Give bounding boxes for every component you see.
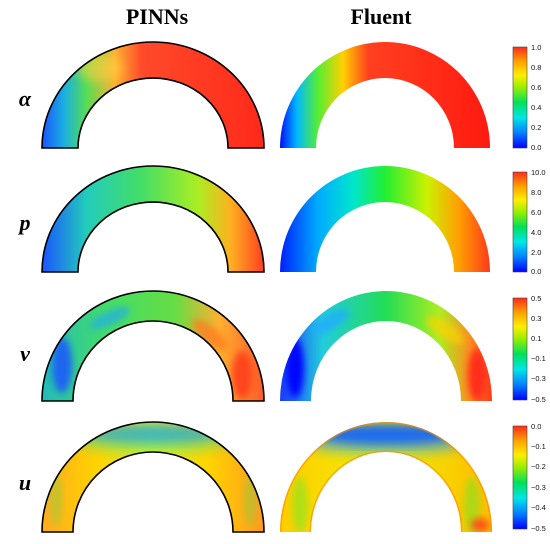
tick-label: 0.0 <box>531 143 541 152</box>
arch-p-fluent <box>280 166 490 272</box>
arch-alpha-fluent <box>280 42 490 148</box>
tick-label: −0.3 <box>531 374 546 383</box>
row-label-u: u <box>18 470 32 495</box>
arch-alpha-pinns <box>41 41 265 149</box>
tick-label: 1.0 <box>531 43 541 52</box>
colorbar-v-ticks: 0.5 0.3 0.1 −0.1 −0.3 −0.5 <box>531 294 546 404</box>
colorbar-alpha-ticks: 1.0 0.8 0.6 0.4 0.2 0.0 <box>531 43 541 152</box>
tick-label: 0.8 <box>531 63 541 72</box>
row-label-alpha: α <box>18 86 32 111</box>
colorbar-u-ticks: 0.0 −0.1 −0.2 −0.3 −0.4 −0.5 <box>531 422 546 533</box>
tick-label: 0.2 <box>531 123 541 132</box>
colorbar-alpha <box>512 46 528 149</box>
tick-label: −0.1 <box>531 354 546 363</box>
tick-label: 0.0 <box>531 422 541 431</box>
tick-label: 6.0 <box>531 208 541 217</box>
tick-label: 10.0 <box>531 168 546 177</box>
tick-label: −0.5 <box>531 395 546 404</box>
tick-label: 0.0 <box>531 267 541 276</box>
arch-v-fluent <box>280 291 492 401</box>
arch-p-pinns <box>41 165 265 273</box>
tick-label: −0.1 <box>531 442 546 451</box>
tick-label: 2.0 <box>531 248 541 257</box>
arch-u-fluent <box>280 422 492 532</box>
row-label-p: p <box>19 210 31 235</box>
column-title-pinns: PINNs <box>125 4 189 29</box>
tick-label: 4.0 <box>531 228 541 237</box>
tick-label: 0.6 <box>531 83 541 92</box>
tick-label: −0.4 <box>531 503 546 512</box>
tick-label: 8.0 <box>531 188 541 197</box>
tick-label: 0.3 <box>531 314 541 323</box>
tick-label: −0.3 <box>531 483 546 492</box>
colorbar-p-ticks: 10.0 8.0 6.0 4.0 2.0 0.0 <box>531 168 546 276</box>
row-label-v: v <box>20 341 30 366</box>
tick-label: −0.2 <box>531 462 546 471</box>
tick-label: 0.1 <box>531 334 541 343</box>
colorbar-v <box>512 297 528 401</box>
tick-label: −0.5 <box>531 524 546 533</box>
arch-v-pinns <box>41 290 265 402</box>
tick-label: 0.5 <box>531 294 541 303</box>
colorbar-p <box>512 171 528 273</box>
colorbar-u <box>512 425 528 530</box>
tick-label: 0.4 <box>531 103 541 112</box>
arch-u-pinns <box>41 421 265 533</box>
column-title-fluent: Fluent <box>350 4 412 29</box>
